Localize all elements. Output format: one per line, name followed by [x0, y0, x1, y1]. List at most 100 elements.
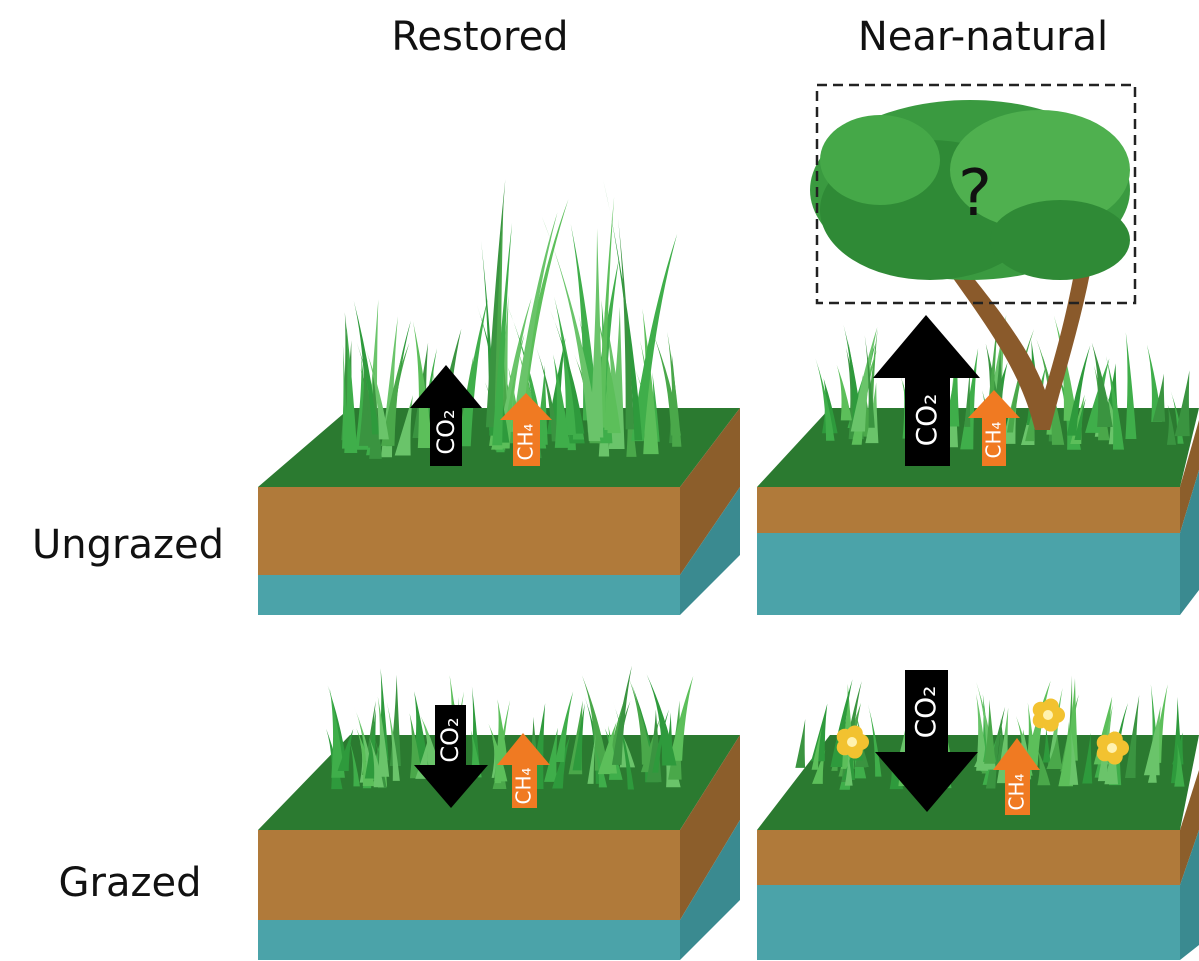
grass-blade [984, 699, 996, 764]
ch4-arrow [497, 733, 550, 808]
grass-blade [337, 728, 354, 772]
grass-blade [589, 228, 604, 438]
grass-blade [458, 298, 488, 447]
grass-blade [344, 322, 358, 453]
grass-blade [669, 676, 694, 761]
grass-blade [553, 354, 571, 448]
grass-blade [1066, 345, 1091, 436]
grass-blade [514, 199, 569, 430]
grass-blade [628, 676, 653, 765]
column-label: Near-natural [858, 14, 1108, 60]
grass-blade [850, 326, 878, 432]
grass-blade [1125, 332, 1137, 439]
grass-blade [394, 395, 413, 456]
grass-blade [555, 691, 574, 762]
grass-blade [646, 674, 677, 766]
grass-blade [492, 222, 513, 446]
grass-blade [867, 704, 882, 777]
co2-label: CO₂ [432, 409, 460, 454]
column-label: Restored [391, 14, 568, 60]
grass-blade [1046, 734, 1063, 770]
grass-blade [1174, 743, 1185, 787]
grass-blade [485, 179, 506, 428]
grass-blade [618, 218, 635, 430]
grass-blade [1152, 373, 1166, 422]
grass-blade [986, 315, 999, 421]
grass-blade [597, 721, 617, 775]
grass-blade [642, 308, 659, 455]
row-label: Ungrazed [32, 522, 224, 568]
grass-blade [581, 675, 609, 771]
co2-arrow [414, 705, 488, 808]
grass-blade [529, 703, 546, 790]
grass-blade [1082, 732, 1093, 784]
grass-blade [1172, 732, 1184, 765]
grass-blade [1069, 730, 1079, 785]
grass-blade [381, 350, 404, 446]
ch4-label: CH₄ [514, 423, 538, 460]
flower-center [1107, 743, 1117, 753]
tree [810, 100, 1130, 430]
grass-blade [597, 196, 615, 428]
grass-blade [1124, 694, 1140, 778]
co2-label: CO₂ [436, 717, 464, 762]
ch4-label: CH₄ [512, 767, 536, 804]
grass-blade [631, 233, 678, 442]
grass-blade [1143, 706, 1161, 776]
grass-blade [592, 743, 608, 788]
grass-blade [364, 709, 377, 779]
grass-blade [844, 752, 853, 786]
soil-block [757, 408, 1199, 615]
grass-blade [570, 223, 599, 421]
grass-blade [544, 727, 558, 782]
grass-blade [811, 703, 828, 762]
grass-blade [652, 709, 669, 773]
grass-blade [611, 665, 632, 765]
grass-blade [409, 713, 423, 779]
grass-blade [365, 700, 376, 762]
grass-blade [1166, 404, 1177, 445]
dashed-box [815, 83, 1137, 305]
co2-label: CO₂ [910, 394, 943, 447]
grass-blade [327, 685, 347, 764]
grass-blade [1105, 355, 1125, 450]
grass-blade [572, 703, 585, 771]
grass-blade [535, 346, 560, 442]
grass-blade [1066, 678, 1078, 761]
grass-blade [369, 737, 384, 788]
grass-blade [550, 310, 585, 434]
grass-blade [358, 362, 371, 446]
grass-blade [1091, 342, 1113, 428]
ch4-arrow [968, 390, 1020, 466]
grass-blade [603, 179, 643, 441]
co2-arrow [410, 365, 482, 466]
ch4-arrow [993, 738, 1040, 815]
grass-blade [541, 216, 601, 442]
grass-blade [815, 358, 835, 441]
row-label: Grazed [59, 860, 202, 906]
ch4-label: CH₄ [1005, 773, 1029, 810]
grass-blade [1074, 398, 1086, 441]
grass-blade [377, 696, 390, 777]
grass-blade [356, 342, 380, 435]
flower-center [847, 737, 857, 747]
grass-blade [864, 335, 875, 428]
grass-blade [964, 367, 971, 427]
grass-blade [1174, 370, 1190, 437]
grass-blade [512, 212, 558, 432]
grass-blade [830, 679, 853, 768]
grass-blade [612, 701, 635, 790]
grass-blade [1085, 358, 1110, 433]
grass-blade [1026, 702, 1037, 770]
grass-blade [1037, 748, 1051, 786]
grass-blade [495, 699, 508, 763]
grass-blade [1042, 727, 1051, 763]
ch4-arrow [500, 393, 552, 466]
grass-blade [349, 739, 360, 787]
co2-arrow [873, 315, 980, 466]
grass-blade [353, 706, 374, 773]
grass-blade [386, 702, 400, 781]
flower-center [1043, 710, 1053, 720]
grass-blade [795, 718, 806, 768]
